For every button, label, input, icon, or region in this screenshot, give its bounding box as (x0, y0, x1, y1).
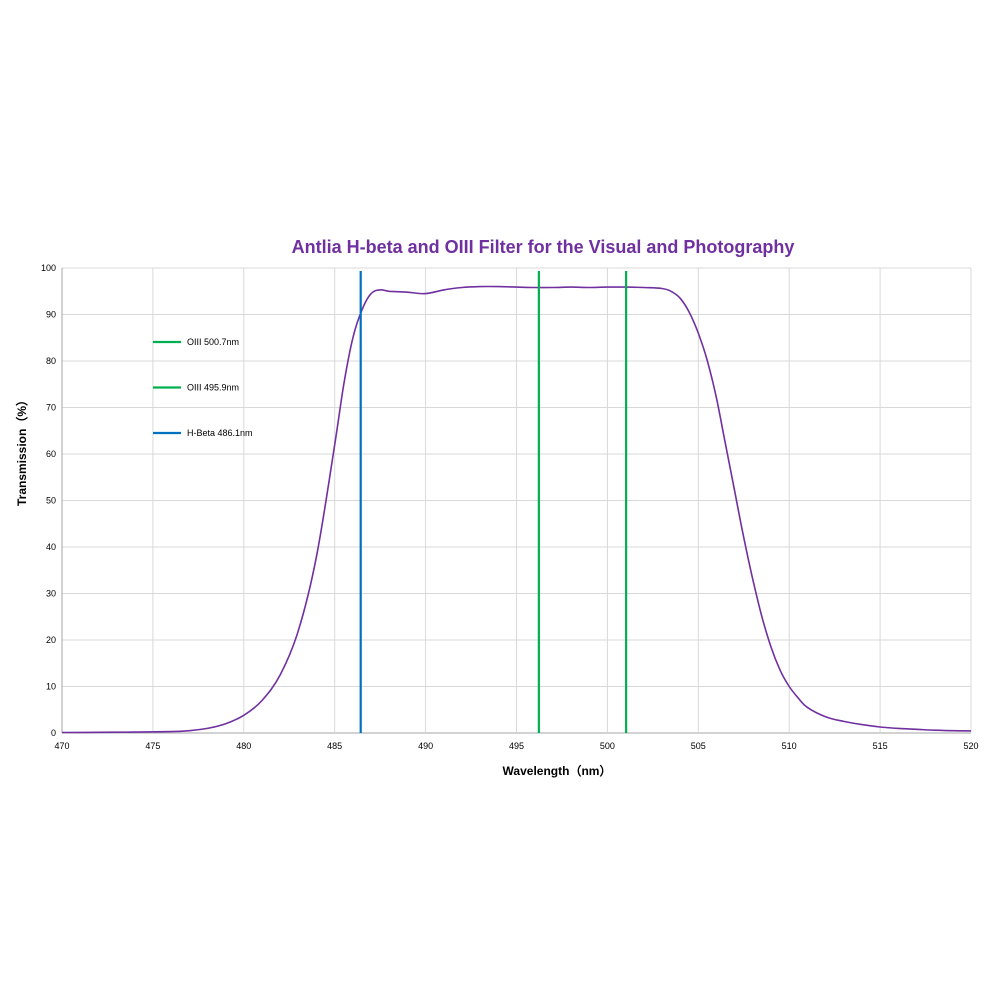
x-tick-label: 485 (327, 741, 342, 751)
x-tick-label: 480 (236, 741, 251, 751)
x-tick-label: 505 (691, 741, 706, 751)
x-tick-label: 510 (782, 741, 797, 751)
y-tick-label: 30 (46, 589, 56, 599)
x-axis-title: Wavelength（nm） (503, 763, 612, 778)
legend-label: OIII 495.9nm (187, 383, 239, 393)
y-tick-label: 80 (46, 356, 56, 366)
legend-label: OIII 500.7nm (187, 337, 239, 347)
x-tick-label: 500 (600, 741, 615, 751)
y-tick-labels: 0 10 20 30 40 50 60 70 80 90 100 (41, 263, 56, 738)
emission-lines (359, 271, 628, 733)
y-tick-label: 90 (46, 310, 56, 320)
transmission-curve (61, 285, 972, 734)
y-tick-label: 60 (46, 449, 56, 459)
y-tick-label: 10 (46, 682, 56, 692)
y-tick-label: 20 (46, 635, 56, 645)
y-tick-label: 50 (46, 496, 56, 506)
x-tick-label: 470 (54, 741, 69, 751)
y-tick-label: 70 (46, 403, 56, 413)
x-tick-label: 495 (509, 741, 524, 751)
y-tick-label: 0 (51, 728, 56, 738)
chart-title: Antlia H-beta and OIII Filter for the Vi… (292, 237, 795, 257)
x-tick-label: 520 (963, 741, 978, 751)
x-tick-label: 515 (873, 741, 888, 751)
y-tick-label: 40 (46, 542, 56, 552)
x-tick-label: 475 (145, 741, 160, 751)
legend: OIII 500.7nm OIII 495.9nm H-Beta 486.1nm (153, 337, 253, 438)
gridlines (61, 267, 972, 734)
y-axis-title: Transmission（%） (14, 394, 29, 506)
x-tick-labels: 470 475 480 485 490 495 500 505 510 515 520 (54, 741, 978, 751)
x-tick-label: 490 (418, 741, 433, 751)
legend-label: H-Beta 486.1nm (187, 428, 253, 438)
y-tick-label: 100 (41, 263, 56, 273)
